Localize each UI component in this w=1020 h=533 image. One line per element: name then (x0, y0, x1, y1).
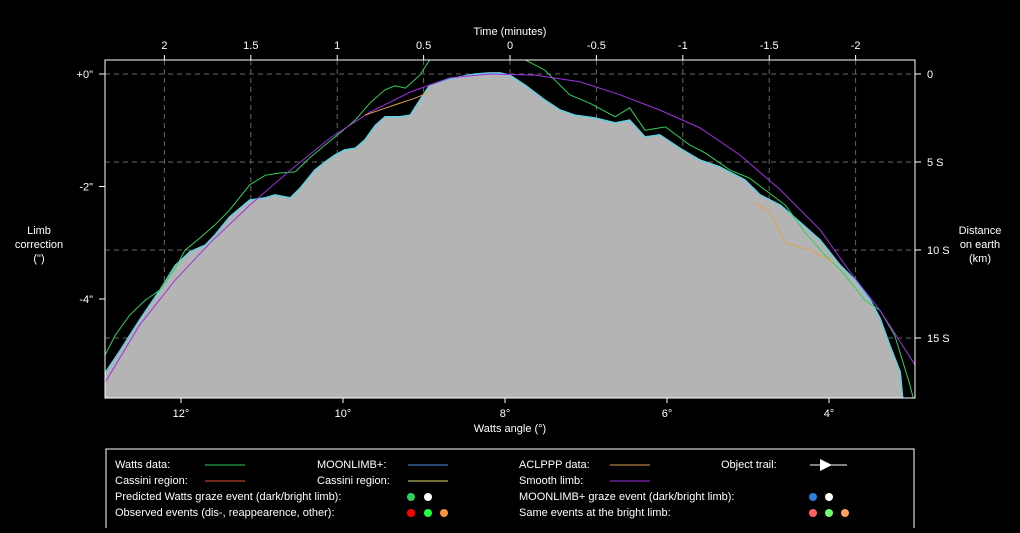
top-tick-label: -1 (678, 40, 688, 52)
legend-predicted-watts: Predicted Watts graze event (dark/bright… (115, 491, 341, 503)
watts-dark-dot-icon (407, 493, 415, 501)
moonlimb-bright-dot-icon (825, 493, 833, 501)
bottom-tick-label: 10° (335, 408, 352, 420)
bottom-tick-label: 4° (824, 408, 835, 420)
right-axis-title-1: Distance (959, 225, 1002, 237)
right-tick-label: 5 S (927, 157, 944, 169)
top-tick-label: 2 (161, 40, 167, 52)
watts-data-line (525, 60, 914, 398)
top-tick-label: 1 (334, 40, 340, 52)
right-axis-title-3: (km) (969, 253, 991, 265)
bright-reappearance-dot-icon (825, 509, 833, 517)
left-tick-label: -2" (79, 182, 93, 194)
watts-bright-dot-icon (424, 493, 432, 501)
legend-cassini-region-moonlimb: Cassini region: (317, 475, 390, 487)
top-tick-label: 0 (507, 40, 513, 52)
bright-other-dot-icon (841, 509, 849, 517)
aclppp-data-line (364, 91, 430, 116)
left-tick-label: -4" (79, 294, 93, 306)
bottom-tick-label: 6° (662, 408, 673, 420)
watts-data-line (105, 60, 431, 356)
bottom-axis-title: Watts angle (°) (474, 423, 546, 435)
right-tick-label: 10 S (927, 245, 950, 257)
moonlimb-profile-area (104, 72, 903, 399)
top-tick-label: 0.5 (416, 40, 431, 52)
object-trail-arrow-icon (810, 459, 847, 471)
reappearance-dot-icon (424, 509, 432, 517)
legend-moonlimb: MOONLIMB+: (317, 459, 386, 471)
legend-object-trail: Object trail: (721, 459, 777, 471)
legend-aclppp: ACLPPP data: (519, 459, 590, 471)
bright-disappearance-dot-icon (809, 509, 817, 517)
other-event-dot-icon (440, 509, 448, 517)
smooth-limb-line (105, 73, 915, 384)
right-axis-title-2: on earth (960, 239, 1000, 251)
bottom-tick-label: 8° (500, 408, 511, 420)
aclppp-data-line (753, 201, 834, 263)
top-tick-label: -0.5 (587, 40, 606, 52)
bottom-tick-label: 12° (173, 408, 190, 420)
left-axis-title-3: (") (33, 253, 44, 265)
legend-cassini-region-watts: Cassini region: (115, 475, 188, 487)
top-tick-label: 1.5 (243, 40, 258, 52)
legend-smooth-limb: Smooth limb: (519, 475, 583, 487)
left-axis-title-2: correction (15, 239, 63, 251)
legend-watts-data: Watts data: (115, 459, 170, 471)
right-tick-label: 15 S (927, 333, 950, 345)
legend-same-bright: Same events at the bright limb: (519, 507, 671, 519)
left-tick-label: +0" (77, 69, 94, 81)
legend-frame (105, 448, 915, 533)
top-axis-title: Time (minutes) (474, 26, 547, 38)
legend-moonlimb-graze: MOONLIMB+ graze event (dark/bright limb)… (519, 491, 735, 503)
right-tick-label: 0 (927, 69, 933, 81)
disappearance-dot-icon (407, 509, 415, 517)
moonlimb-profile-line (104, 72, 904, 399)
top-tick-label: -2 (851, 40, 861, 52)
left-axis-title-1: Limb (27, 225, 51, 237)
top-tick-label: -1.5 (760, 40, 779, 52)
moonlimb-dark-dot-icon (809, 493, 817, 501)
legend: Watts data: MOONLIMB+: ACLPPP data: Obje… (105, 448, 915, 533)
legend-observed: Observed events (dis-, reappearence, oth… (115, 507, 335, 519)
